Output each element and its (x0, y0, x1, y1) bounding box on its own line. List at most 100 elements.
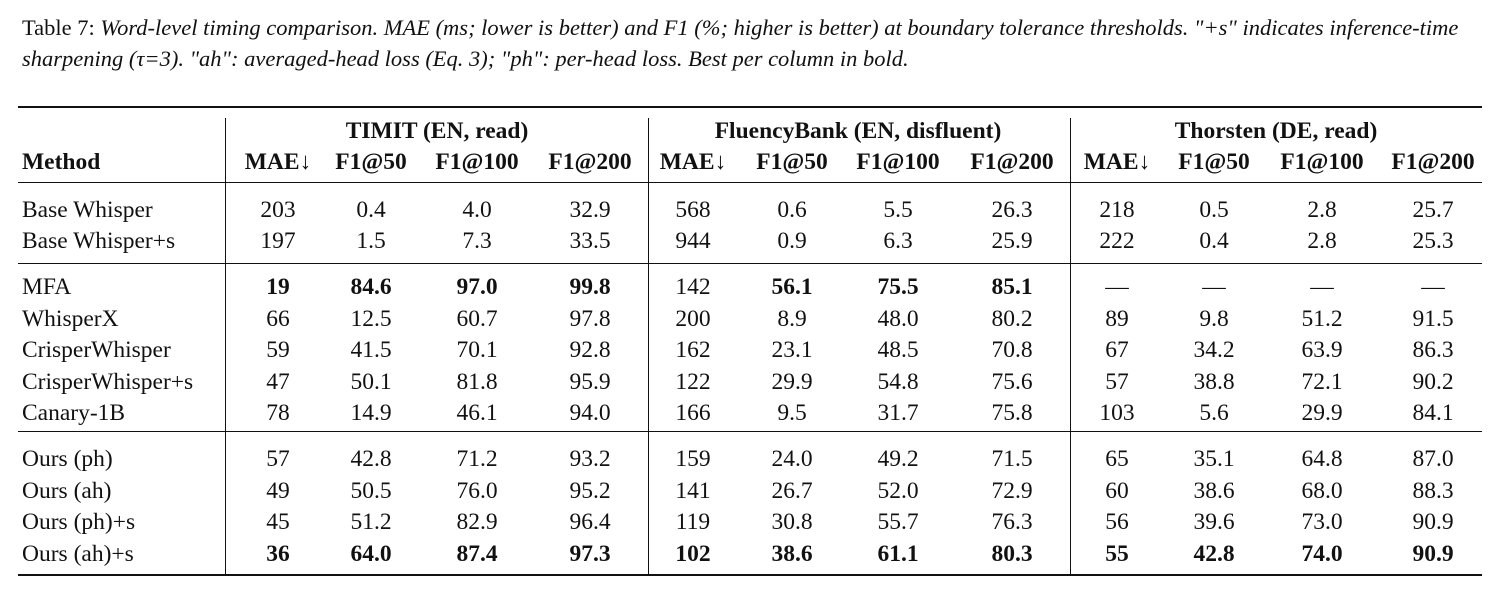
table-cell: 56 (1105, 509, 1129, 535)
column-separator (225, 118, 226, 182)
table-cell: 54.8 (877, 369, 919, 395)
table-cell: 76.0 (456, 478, 498, 504)
table-cell: 4.0 (462, 197, 492, 223)
table-cell: 31.7 (877, 400, 919, 426)
dataset-group-header: TIMIT (EN, read) (345, 118, 529, 144)
table-cell: 38.6 (1193, 478, 1235, 504)
table-cell: 26.3 (991, 197, 1033, 223)
table-cell: 60 (1105, 478, 1129, 504)
table-cell: 95.9 (569, 369, 611, 395)
method-name: Ours (ah)+s (22, 541, 134, 567)
column-separator (1070, 182, 1071, 263)
column-header: F1@50 (756, 149, 828, 175)
table-cell: — (1421, 274, 1445, 300)
table-cell: 50.5 (350, 478, 392, 504)
table-cell: 71.2 (456, 446, 498, 472)
table-cell: 36 (266, 541, 290, 567)
table-cell: 70.8 (991, 337, 1033, 363)
table-cell: 38.6 (771, 541, 813, 567)
table-cell: 24.0 (771, 446, 813, 472)
table-cell: 35.1 (1193, 446, 1235, 472)
method-name: Base Whisper+s (22, 228, 176, 254)
table-cell: 0.5 (1199, 197, 1229, 223)
table-cell: 95.2 (569, 478, 611, 504)
table-cell: 122 (675, 369, 711, 395)
table-cell: 64.0 (350, 541, 392, 567)
table-rule (18, 106, 1482, 108)
table-cell: 76.3 (991, 509, 1033, 535)
table-cell: 60.7 (456, 306, 498, 332)
table-cell: 49 (266, 478, 290, 504)
table-cell: 33.5 (569, 228, 611, 254)
table-cell: 49.2 (877, 446, 919, 472)
table-rule (18, 574, 1482, 576)
table-cell: 200 (675, 306, 711, 332)
table-cell: 55.7 (877, 509, 919, 535)
table-cell: 82.9 (456, 509, 498, 535)
table-cell: 70.1 (456, 337, 498, 363)
table-cell: 87.0 (1412, 446, 1454, 472)
table-cell: 159 (675, 446, 711, 472)
table-cell: 42.8 (350, 446, 392, 472)
table-cell: 97.3 (569, 541, 611, 567)
table-rule (18, 182, 1482, 183)
table-cell: 72.1 (1301, 369, 1343, 395)
column-separator (648, 263, 649, 431)
table-cell: 39.6 (1193, 509, 1235, 535)
column-header: F1@200 (1391, 149, 1475, 175)
table-cell: 0.9 (777, 228, 807, 254)
column-header: F1@200 (970, 149, 1054, 175)
column-separator (1070, 431, 1071, 574)
table-cell: 222 (1099, 228, 1135, 254)
table-cell: 47 (266, 369, 290, 395)
table-caption: Table 7: Word-level timing comparison. M… (22, 12, 1487, 74)
method-name: MFA (22, 274, 72, 300)
table-cell: 203 (260, 197, 296, 223)
method-name: CrisperWhisper (22, 337, 171, 363)
table-cell: 75.5 (877, 274, 919, 300)
table-cell: 63.9 (1301, 337, 1343, 363)
table-cell: 64.8 (1301, 446, 1343, 472)
table-cell: 67 (1105, 337, 1129, 363)
table-cell: 103 (1099, 400, 1135, 426)
method-name: Ours (ph)+s (22, 509, 136, 535)
dataset-group-header: FluencyBank (EN, disfluent) (714, 118, 1002, 144)
column-header: F1@50 (335, 149, 407, 175)
column-separator (225, 263, 226, 431)
table-cell: 102 (675, 541, 711, 567)
table-cell: 166 (675, 400, 711, 426)
table-cell: 142 (675, 274, 711, 300)
table-cell: 94.0 (569, 400, 611, 426)
table-cell: 944 (675, 228, 711, 254)
method-name: Ours (ph) (22, 446, 113, 472)
method-header: Method (22, 149, 101, 175)
method-name: Ours (ah) (22, 478, 112, 504)
table-cell: 9.8 (1199, 306, 1229, 332)
table-cell: 81.8 (456, 369, 498, 395)
table-cell: 2.8 (1307, 228, 1337, 254)
table-cell: 90.9 (1412, 509, 1454, 535)
table-cell: 55 (1105, 541, 1129, 567)
table-cell: 66 (266, 306, 290, 332)
table-rule (18, 263, 1482, 264)
table-cell: 14.9 (350, 400, 392, 426)
table-cell: 0.4 (356, 197, 386, 223)
column-header: MAE↓ (659, 149, 727, 175)
table-cell: 162 (675, 337, 711, 363)
table-cell: 61.1 (877, 541, 919, 567)
table-cell: 5.5 (883, 197, 913, 223)
column-separator (648, 431, 649, 574)
caption-text: Word-level timing comparison. MAE (ms; l… (22, 15, 1459, 71)
table-cell: 57 (1105, 369, 1129, 395)
table-cell: 50.1 (350, 369, 392, 395)
table-cell: 97.8 (569, 306, 611, 332)
table-cell: 48.0 (877, 306, 919, 332)
table-cell: 56.1 (771, 274, 813, 300)
table-cell: 72.9 (991, 478, 1033, 504)
table-cell: 90.2 (1412, 369, 1454, 395)
table-cell: 68.0 (1301, 478, 1343, 504)
column-header: F1@100 (435, 149, 519, 175)
table-cell: 78 (266, 400, 290, 426)
table-cell: 51.2 (1301, 306, 1343, 332)
dataset-group-header: Thorsten (DE, read) (1174, 118, 1378, 144)
